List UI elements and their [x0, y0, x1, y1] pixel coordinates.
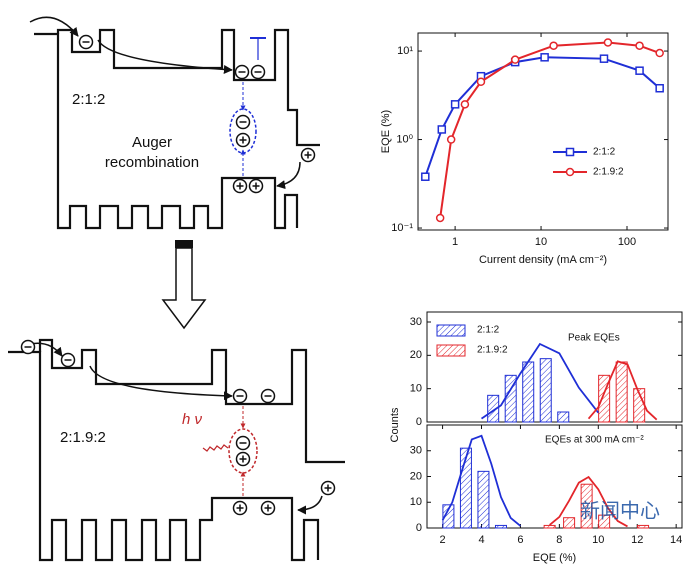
marker: [655, 48, 664, 58]
bar: [543, 524, 556, 529]
bar: [539, 358, 552, 423]
y-tick-label: 10: [410, 496, 422, 508]
x-tick-label: 8: [556, 534, 562, 546]
y-tick-label: 30: [410, 316, 422, 328]
x-axis-title: Current density (mA cm⁻²): [479, 254, 607, 266]
marker: [540, 53, 549, 62]
fit-curve: [549, 475, 628, 528]
marker: [599, 54, 609, 63]
y-tick-label: 30: [410, 445, 422, 457]
marker: [655, 83, 664, 93]
marker: [603, 38, 613, 47]
bar: [442, 504, 455, 529]
legend-marker: [565, 167, 575, 177]
bar: [477, 470, 490, 529]
plot-frame: [426, 311, 683, 423]
legend-swatch: [436, 324, 466, 337]
x-tick-label: 12: [631, 534, 643, 546]
y-tick-label: 10: [410, 383, 422, 395]
annotation: Peak EQEs: [568, 333, 620, 344]
legend-marker: [565, 147, 575, 157]
marker: [437, 125, 447, 134]
legend-label: 2:1:2: [593, 147, 616, 158]
process-label: recombination: [105, 154, 199, 171]
marker: [421, 172, 430, 181]
marker: [460, 100, 470, 109]
x-tick-label: 10: [592, 534, 604, 546]
x-tick-label: 2: [440, 534, 446, 546]
series-line: [439, 41, 661, 219]
fit-curve: [441, 434, 522, 527]
charges: [20, 34, 336, 516]
bar: [563, 517, 576, 529]
bar: [637, 524, 650, 529]
sample-label: 2:1.9:2: [60, 429, 106, 446]
band-diagram-top: 2:1:2 Auger recombination: [29, 16, 320, 230]
watermark: 新闻中心: [580, 499, 660, 523]
y-axis-title: EQE (%): [380, 110, 392, 153]
transition-arrow: [161, 240, 207, 330]
x-tick-label: 14: [670, 534, 682, 546]
y-tick-label: 20: [410, 349, 422, 361]
marker: [435, 213, 445, 223]
legend-label: 2:1.9:2: [477, 345, 508, 356]
band-diagram-bottom: 2:1.9:2 h ν: [8, 338, 345, 562]
bar: [522, 361, 535, 423]
sample-label: 2:1:2: [72, 91, 105, 108]
bar: [459, 447, 472, 529]
y-tick-label: 10⁻¹: [391, 222, 413, 234]
marker: [450, 100, 460, 109]
emission-label: h ν: [182, 411, 203, 428]
y-tick-label: 20: [410, 470, 422, 482]
plot-frame: [417, 32, 669, 231]
marker: [635, 66, 644, 75]
marker: [549, 41, 558, 50]
bar: [598, 374, 611, 423]
fit-curve: [587, 360, 658, 421]
marker: [635, 41, 644, 50]
x-axis-title: EQE (%): [533, 552, 576, 564]
bar: [580, 483, 593, 529]
y-axis-title: Counts: [389, 407, 401, 442]
y-tick-label: 0: [416, 416, 422, 428]
y-tick-label: 0: [416, 522, 422, 534]
x-tick-label: 100: [618, 236, 636, 248]
bar: [557, 411, 570, 423]
bar: [487, 394, 500, 423]
process-label: Auger: [132, 134, 172, 151]
marker: [510, 55, 520, 64]
y-tick-label: 10¹: [397, 45, 413, 57]
x-tick-label: 4: [478, 534, 484, 546]
bar: [598, 514, 611, 529]
marker: [446, 135, 456, 144]
x-tick-label: 1: [452, 236, 458, 248]
x-tick-label: 6: [517, 534, 523, 546]
bar: [615, 361, 628, 423]
legend-label: 2:1.9:2: [593, 167, 624, 178]
y-tick-label: 10⁰: [396, 133, 413, 145]
annotation: EQEs at 300 mA cm⁻²: [545, 435, 644, 446]
fit-curve: [480, 342, 600, 420]
marker: [476, 77, 486, 86]
x-tick-label: 10: [535, 236, 547, 248]
legend-swatch: [436, 344, 466, 357]
legend-label: 2:1:2: [477, 325, 500, 336]
bar: [494, 524, 507, 529]
